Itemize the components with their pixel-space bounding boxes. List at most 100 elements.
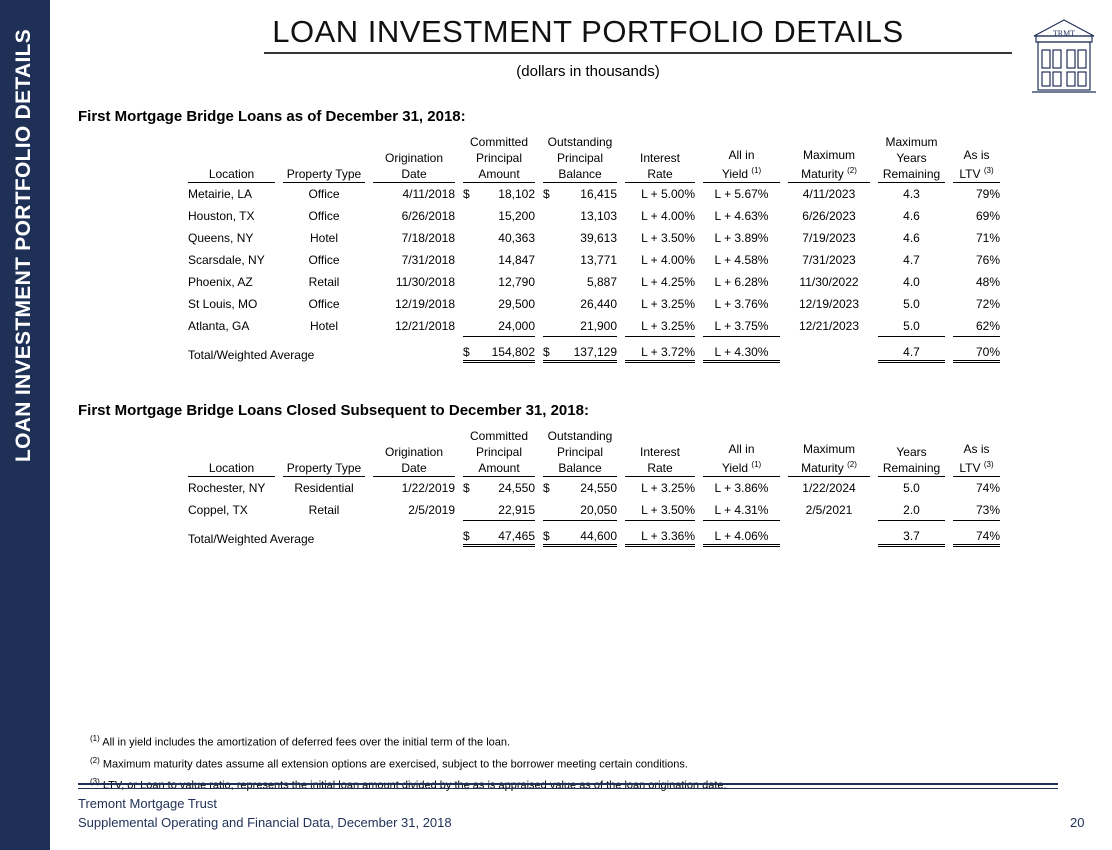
header-line: Outstanding xyxy=(543,428,617,444)
loan-row: Atlanta, GA Hotel 12/21/2018 24,000 21,900 L … xyxy=(188,315,1000,337)
cell: 15,200 xyxy=(498,209,535,223)
logo: TRMT xyxy=(1032,19,1096,93)
header-text: Maturity xyxy=(801,461,844,475)
header-line: Property Type xyxy=(283,166,365,183)
loan-row: Metairie, LA Office 4/11/2018 $18,102 $16,41… xyxy=(188,183,1000,205)
header-text: Maximum xyxy=(802,442,855,456)
header-line: Rate xyxy=(625,166,695,183)
column-header: Maximum Years Remaining xyxy=(878,134,945,183)
header-line: Principal xyxy=(463,150,535,166)
cell: 4.6 xyxy=(903,231,920,245)
header-line: Committed xyxy=(463,134,535,150)
logo-text: TRMT xyxy=(1053,29,1075,38)
header-text: Origination xyxy=(384,445,444,459)
cell: 4/11/2018 xyxy=(402,187,456,201)
currency-symbol: $ xyxy=(463,529,470,543)
footnote-text: Maximum maturity dates assume all extens… xyxy=(102,758,688,771)
table-body: Rochester, NY Residential 1/22/2019 $24,550… xyxy=(188,477,1000,547)
amount: 24,550 xyxy=(580,481,617,495)
loan-row: Houston, TX Office 6/26/2018 15,200 13,103 L … xyxy=(188,205,1000,227)
header-line: Location xyxy=(188,166,275,183)
column-header: Origination Date xyxy=(373,134,455,183)
header-text: All in xyxy=(728,442,755,456)
column-header: Years Remaining xyxy=(878,428,945,477)
amount: 16,415 xyxy=(580,187,617,201)
footnote-mark: (3) xyxy=(90,777,100,787)
cell: L + 3.25% xyxy=(641,297,695,311)
cell: 74% xyxy=(975,481,1000,495)
header-line: Amount xyxy=(463,166,535,183)
header-line: Maturity (2) xyxy=(788,457,870,477)
header-text: Maturity xyxy=(801,167,844,181)
header-line: All in xyxy=(703,441,780,457)
cell: L + 3.86% xyxy=(714,481,769,495)
cell: 13,771 xyxy=(580,253,617,267)
footnotes: (1) All in yield includes the amortizati… xyxy=(90,730,727,795)
header-line: Interest xyxy=(625,444,695,460)
column-header: As is LTV (3) xyxy=(953,428,1000,477)
cell: 12/21/2023 xyxy=(798,319,860,333)
loan-row: Coppel, TX Retail 2/5/2019 22,915 20,050 L + … xyxy=(188,499,1000,521)
cell: 24,000 xyxy=(463,315,535,337)
cell: L + 3.25% xyxy=(625,315,695,337)
header-text: Committed xyxy=(469,135,528,149)
cell: 7/31/2018 xyxy=(401,253,455,267)
column-header: All in Yield (1) xyxy=(703,134,780,183)
header-text: Committed xyxy=(469,429,528,443)
cell: L + 4.58% xyxy=(714,253,769,267)
cell: Atlanta, GA xyxy=(188,319,250,333)
header-text: LTV xyxy=(959,167,981,181)
cell: 7/31/2023 xyxy=(802,253,856,267)
cell: 5.0 xyxy=(903,297,920,311)
cell: 2.0 xyxy=(878,499,945,521)
amount: 47,465 xyxy=(498,529,535,543)
header-text: Maximum xyxy=(885,135,938,149)
table-body: Metairie, LA Office 4/11/2018 $18,102 $16,41… xyxy=(188,183,1000,363)
header-line: Amount xyxy=(463,460,535,477)
total-cell: $44,600 xyxy=(543,521,617,547)
header-text: Date xyxy=(401,167,427,181)
cell: $24,550 xyxy=(463,477,535,499)
cell: L + 4.00% xyxy=(641,253,695,267)
total-label: Total/Weighted Average xyxy=(188,348,315,362)
cell: 22,915 xyxy=(463,499,535,521)
amount: 137,129 xyxy=(573,345,617,359)
cell: 12,790 xyxy=(498,275,535,289)
cell: 12/21/2018 xyxy=(394,319,455,333)
cell: 4.3 xyxy=(903,187,920,201)
table-header: Location Property Type Origination Date Comm… xyxy=(188,428,1000,477)
footer-company: Tremont Mortgage Trust xyxy=(78,796,217,811)
note-mark: (3) xyxy=(983,166,994,175)
header-line: Origination xyxy=(373,150,455,166)
cell: 29,500 xyxy=(498,297,535,311)
header-line: Yield (1) xyxy=(703,163,780,183)
total-cell: 3.7 xyxy=(878,521,945,547)
cell: 6/26/2023 xyxy=(802,209,856,223)
sidebar: LOAN INVESTMENT PORTFOLIO DETAILS xyxy=(0,0,50,850)
header-text: Principal xyxy=(475,151,523,165)
loan-row: Rochester, NY Residential 1/22/2019 $24,550… xyxy=(188,477,1000,499)
header-text: Location xyxy=(208,167,255,181)
column-header: Interest Rate xyxy=(625,134,695,183)
cell: $18,102 xyxy=(463,183,535,205)
header-text: All in xyxy=(728,148,755,162)
cell: $24,550 xyxy=(543,477,617,499)
header-text: Origination xyxy=(384,151,444,165)
column-header: Property Type xyxy=(283,428,365,477)
cell: L + 6.28% xyxy=(714,275,769,289)
cell: Hotel xyxy=(309,231,338,245)
cell: $16,415 xyxy=(543,183,617,205)
header-line: Maximum xyxy=(788,147,870,163)
note-mark: (1) xyxy=(751,460,762,469)
header-text: Outstanding xyxy=(547,429,613,443)
page-number: 20 xyxy=(1070,815,1085,830)
total-cell: L + 3.36% xyxy=(625,521,695,547)
header-line: All in xyxy=(703,147,780,163)
cell: Coppel, TX xyxy=(188,503,248,517)
column-header: All in Yield (1) xyxy=(703,428,780,477)
header-line: Remaining xyxy=(878,460,945,477)
cell: L + 4.25% xyxy=(641,275,695,289)
cell: L + 3.50% xyxy=(641,231,695,245)
cell: L + 4.00% xyxy=(641,209,695,223)
cell: 40,363 xyxy=(498,231,535,245)
